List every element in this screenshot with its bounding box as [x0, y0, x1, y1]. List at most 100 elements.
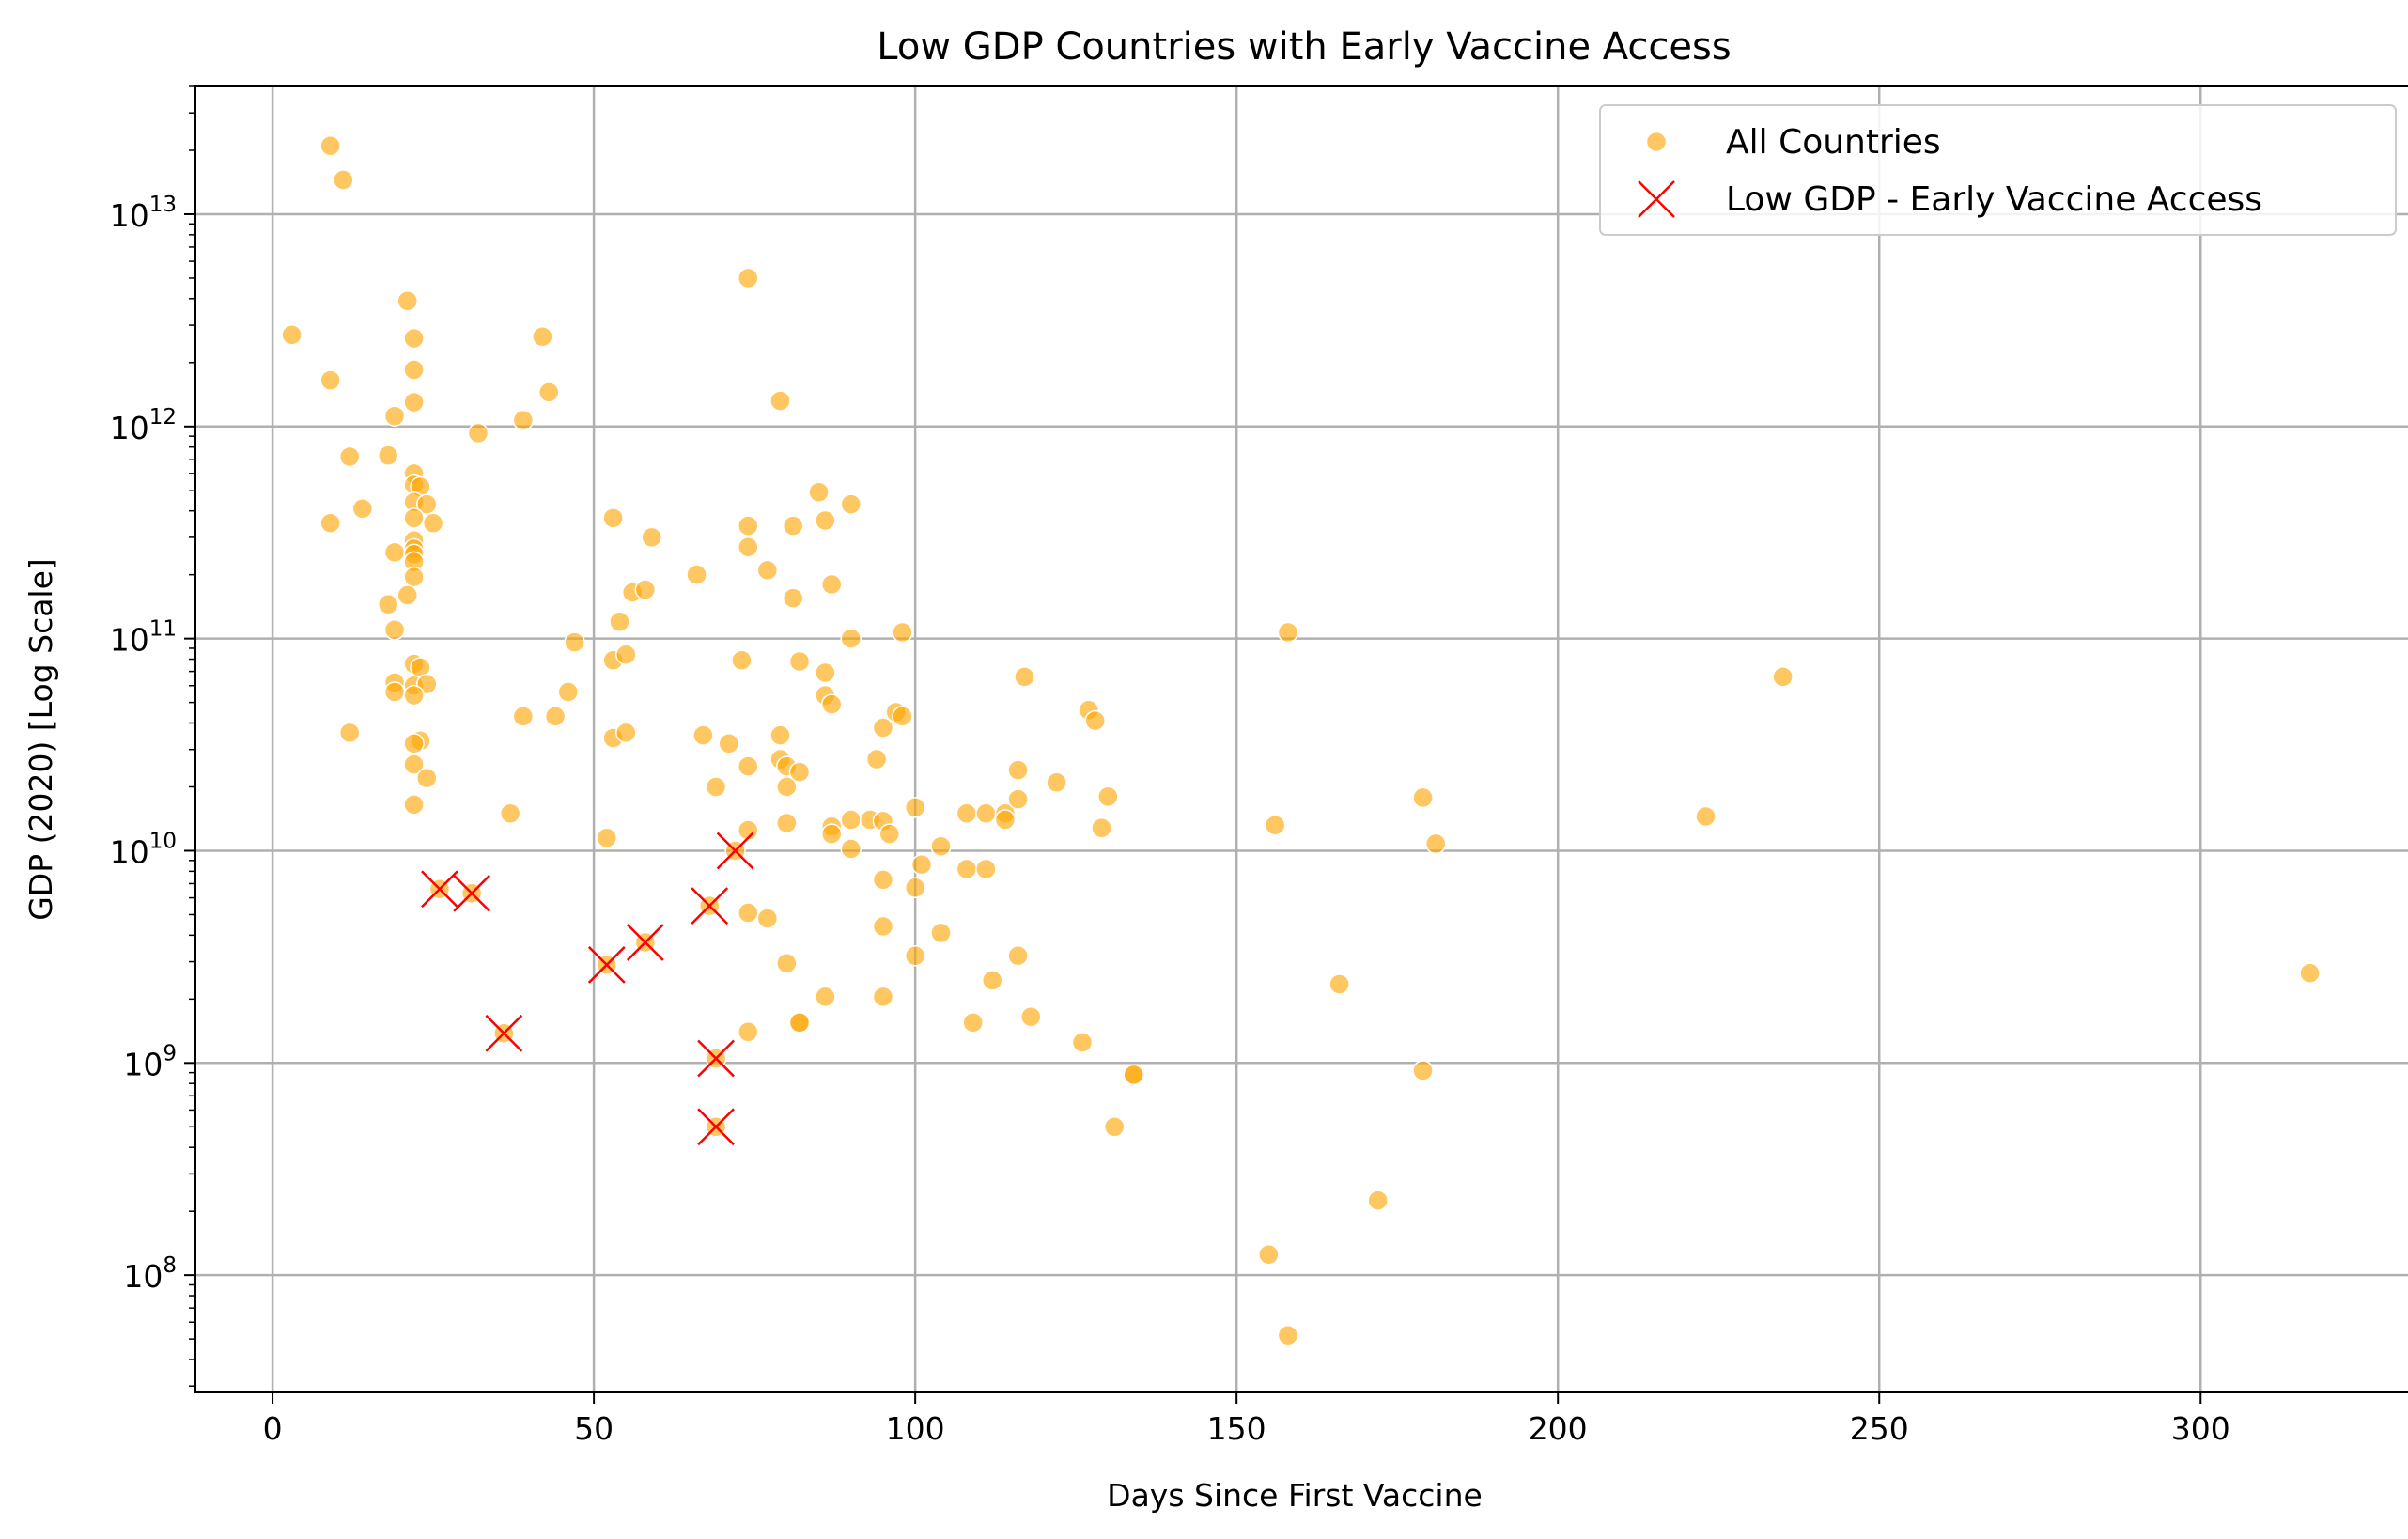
y-tick-label: 108 — [123, 1253, 177, 1295]
y-tick-base: 10 — [110, 197, 149, 234]
data-point-all-countries — [892, 706, 913, 727]
data-point-all-countries — [955, 858, 978, 880]
data-point-all-countries — [975, 858, 997, 880]
y-tick-exponent: 10 — [149, 829, 177, 853]
legend-marker-low-gdp — [1638, 180, 1675, 218]
data-point-all-countries — [1367, 1189, 1389, 1211]
plot-frame — [194, 86, 2408, 1393]
data-point-all-countries — [544, 706, 567, 727]
data-point-all-countries — [872, 915, 894, 938]
x-tick-label: 300 — [2171, 1410, 2230, 1447]
y-tick-exponent: 12 — [149, 405, 177, 429]
data-point-all-countries — [904, 877, 926, 899]
y-tick-base: 10 — [110, 410, 149, 446]
data-point-all-countries — [738, 902, 759, 924]
chart-title: Low GDP Countries with Early Vaccine Acc… — [877, 25, 1731, 69]
data-point-all-countries — [319, 369, 341, 391]
data-point-all-countries — [1046, 771, 1067, 793]
data-point-all-countries — [692, 724, 714, 746]
data-point-all-countries — [512, 706, 535, 727]
data-point-all-countries — [338, 445, 361, 468]
y-tick-exponent: 9 — [163, 1041, 177, 1065]
data-point-all-countries — [892, 621, 913, 644]
x-marker-stroke — [453, 874, 491, 912]
data-point-all-countries — [383, 619, 406, 641]
data-point-all-countries — [609, 611, 630, 633]
x-tick-label: 100 — [886, 1410, 945, 1447]
x-axis-ticks: 0 50 100 150 200 250 300 — [263, 1392, 2230, 1447]
data-point-all-countries — [403, 684, 425, 707]
data-point-all-countries — [1123, 1064, 1144, 1086]
y-tick-label: 1013 — [110, 193, 177, 234]
data-point-all-countries — [1007, 944, 1029, 967]
data-point-all-countries — [815, 661, 836, 684]
data-point-all-countries — [788, 761, 811, 783]
series-low-gdp-early-vaccine — [421, 832, 754, 1146]
data-point-all-countries — [769, 390, 791, 412]
data-point-all-countries — [788, 650, 811, 673]
data-point-all-countries — [904, 944, 926, 967]
data-point-all-countries — [351, 498, 374, 520]
data-point-all-countries — [1097, 785, 1119, 808]
legend-label-low-gdp: Low GDP - Early Vaccine Access — [1726, 180, 2262, 219]
data-point-all-countries — [383, 541, 406, 564]
data-point-low-gdp-early-vaccine — [453, 874, 491, 912]
data-point-all-countries — [756, 908, 779, 929]
y-tick-base: 10 — [123, 1258, 163, 1295]
data-point-all-countries — [1264, 814, 1286, 836]
data-point-all-countries — [319, 512, 341, 535]
y-tick-label: 1011 — [110, 617, 177, 659]
data-point-all-countries — [738, 755, 759, 777]
data-point-all-countries — [2299, 962, 2321, 984]
data-point-all-countries — [738, 536, 759, 558]
grid-lines — [195, 86, 2408, 1392]
data-point-all-countries — [738, 515, 759, 536]
x-marker-stroke — [697, 1108, 735, 1146]
data-point-all-countries — [319, 134, 341, 157]
legend: All Countries Low GDP - Early Vaccine Acc… — [1599, 104, 2397, 236]
x-marker-stroke — [421, 870, 458, 909]
legend-label-all-countries: All Countries — [1726, 123, 1941, 162]
data-point-all-countries — [403, 794, 425, 816]
y-tick-base: 10 — [123, 1046, 163, 1082]
data-point-all-countries — [1084, 709, 1106, 732]
data-point-all-countries — [1695, 805, 1717, 828]
y-axis-label: GDP (2020) [Log Scale] — [23, 558, 59, 921]
data-point-all-countries — [981, 970, 1003, 991]
data-point-all-countries — [377, 444, 399, 466]
x-tick-label: 0 — [263, 1410, 283, 1447]
data-point-all-countries — [820, 823, 843, 845]
data-point-all-countries — [782, 515, 804, 536]
data-point-all-countries — [840, 809, 862, 831]
data-point-all-countries — [512, 409, 535, 431]
data-point-all-countries — [338, 722, 361, 744]
data-point-all-countries — [1091, 817, 1112, 839]
data-point-all-countries — [634, 579, 657, 600]
data-point-all-countries — [910, 854, 933, 876]
x-marker-stroke — [716, 832, 754, 870]
data-point-all-countries — [872, 717, 894, 738]
y-tick-label: 109 — [123, 1041, 177, 1082]
data-point-all-countries — [1772, 666, 1794, 688]
data-point-all-countries — [467, 422, 489, 444]
data-point-all-countries — [840, 628, 862, 649]
x-tick-label: 250 — [1850, 1410, 1909, 1447]
data-point-all-countries — [532, 325, 553, 348]
data-point-all-countries — [872, 869, 894, 891]
data-point-all-countries — [403, 507, 425, 529]
x-marker-stroke — [485, 1014, 523, 1052]
data-point-all-countries — [769, 724, 791, 746]
data-point-all-countries — [686, 564, 707, 585]
data-point-all-countries — [396, 584, 418, 606]
data-point-all-countries — [776, 952, 798, 974]
legend-marker-all-countries — [1645, 131, 1668, 153]
data-point-all-countries — [820, 573, 843, 596]
x-tick-label: 150 — [1207, 1410, 1266, 1447]
data-point-all-countries — [383, 405, 406, 427]
y-tick-exponent: 11 — [149, 617, 177, 642]
data-point-all-countries — [557, 681, 580, 703]
data-point-all-countries — [615, 644, 637, 665]
data-point-all-countries — [782, 587, 804, 609]
